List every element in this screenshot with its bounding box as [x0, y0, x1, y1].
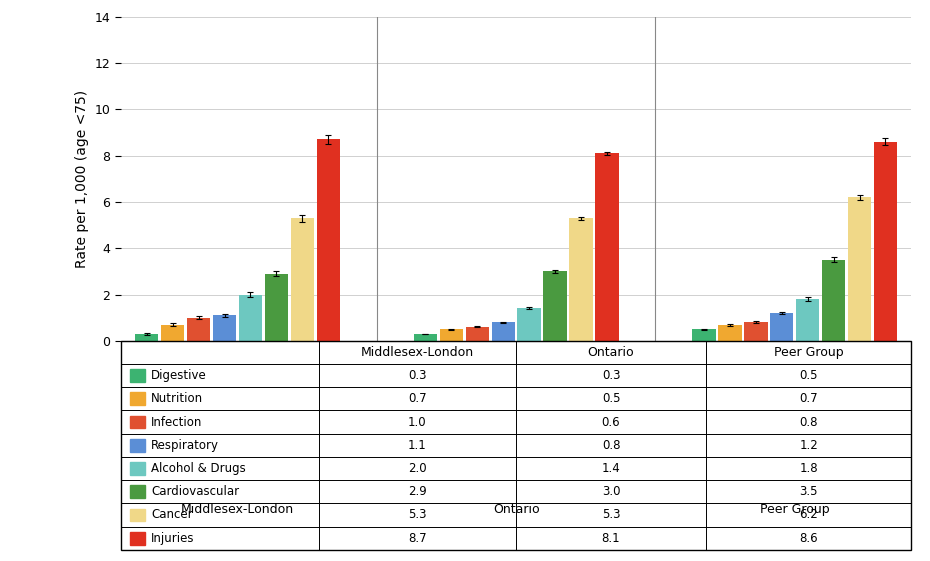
- Text: Peer Group: Peer Group: [760, 503, 830, 516]
- Text: Respiratory: Respiratory: [151, 439, 219, 452]
- Text: 0.8: 0.8: [602, 439, 620, 452]
- Text: Ontario: Ontario: [493, 503, 539, 516]
- Text: Injuries: Injuries: [151, 532, 194, 545]
- Bar: [213, 315, 236, 341]
- Text: 8.1: 8.1: [602, 532, 620, 545]
- Bar: [543, 272, 566, 341]
- Bar: [130, 393, 145, 405]
- Bar: [414, 334, 437, 341]
- Bar: [822, 260, 845, 341]
- Bar: [316, 140, 339, 341]
- Text: 1.2: 1.2: [799, 439, 818, 452]
- Text: Infection: Infection: [151, 416, 203, 429]
- Text: 0.5: 0.5: [602, 392, 620, 406]
- Text: Middlesex-London: Middlesex-London: [361, 346, 474, 359]
- Bar: [569, 218, 592, 341]
- Text: 5.3: 5.3: [602, 508, 620, 521]
- Text: Alcohol & Drugs: Alcohol & Drugs: [151, 462, 246, 475]
- Bar: [848, 197, 871, 341]
- Bar: [130, 509, 145, 521]
- Bar: [718, 325, 741, 341]
- Text: 0.3: 0.3: [602, 369, 620, 382]
- Text: 1.8: 1.8: [799, 462, 818, 475]
- Bar: [187, 318, 210, 341]
- Text: 2.9: 2.9: [408, 485, 427, 498]
- Text: 1.4: 1.4: [602, 462, 620, 475]
- Text: 5.3: 5.3: [408, 508, 427, 521]
- Text: Nutrition: Nutrition: [151, 392, 203, 406]
- Text: Digestive: Digestive: [151, 369, 206, 382]
- Bar: [130, 369, 145, 382]
- Bar: [693, 329, 716, 341]
- Y-axis label: Rate per 1,000 (age <75): Rate per 1,000 (age <75): [75, 90, 89, 268]
- Bar: [130, 462, 145, 475]
- Bar: [161, 325, 184, 341]
- Text: Peer Group: Peer Group: [774, 346, 844, 359]
- Text: 0.7: 0.7: [799, 392, 818, 406]
- Text: 0.7: 0.7: [408, 392, 427, 406]
- Bar: [744, 322, 767, 341]
- Text: Ontario: Ontario: [588, 346, 634, 359]
- Bar: [492, 322, 515, 341]
- Bar: [874, 142, 897, 341]
- Text: 3.5: 3.5: [800, 485, 817, 498]
- Bar: [135, 334, 158, 341]
- Bar: [265, 274, 288, 341]
- Text: 8.7: 8.7: [408, 532, 427, 545]
- Text: Middlesex-London: Middlesex-London: [181, 503, 294, 516]
- Text: 0.6: 0.6: [602, 416, 620, 429]
- Bar: [517, 309, 540, 341]
- Text: 2.0: 2.0: [408, 462, 427, 475]
- Bar: [130, 439, 145, 452]
- Text: 3.0: 3.0: [602, 485, 620, 498]
- Bar: [130, 532, 145, 545]
- Text: Cardiovascular: Cardiovascular: [151, 485, 239, 498]
- Text: Cancer: Cancer: [151, 508, 193, 521]
- Bar: [796, 299, 819, 341]
- Text: 8.6: 8.6: [799, 532, 818, 545]
- Bar: [440, 329, 463, 341]
- Bar: [291, 218, 314, 341]
- Text: 0.3: 0.3: [408, 369, 427, 382]
- Text: 1.0: 1.0: [408, 416, 427, 429]
- Bar: [130, 416, 145, 429]
- Bar: [239, 295, 262, 341]
- Text: 0.5: 0.5: [800, 369, 817, 382]
- Bar: [466, 327, 489, 341]
- Text: 6.2: 6.2: [799, 508, 818, 521]
- Bar: [595, 153, 618, 341]
- Bar: [130, 485, 145, 498]
- Text: 1.1: 1.1: [408, 439, 427, 452]
- Text: 0.8: 0.8: [800, 416, 817, 429]
- Bar: [770, 313, 793, 341]
